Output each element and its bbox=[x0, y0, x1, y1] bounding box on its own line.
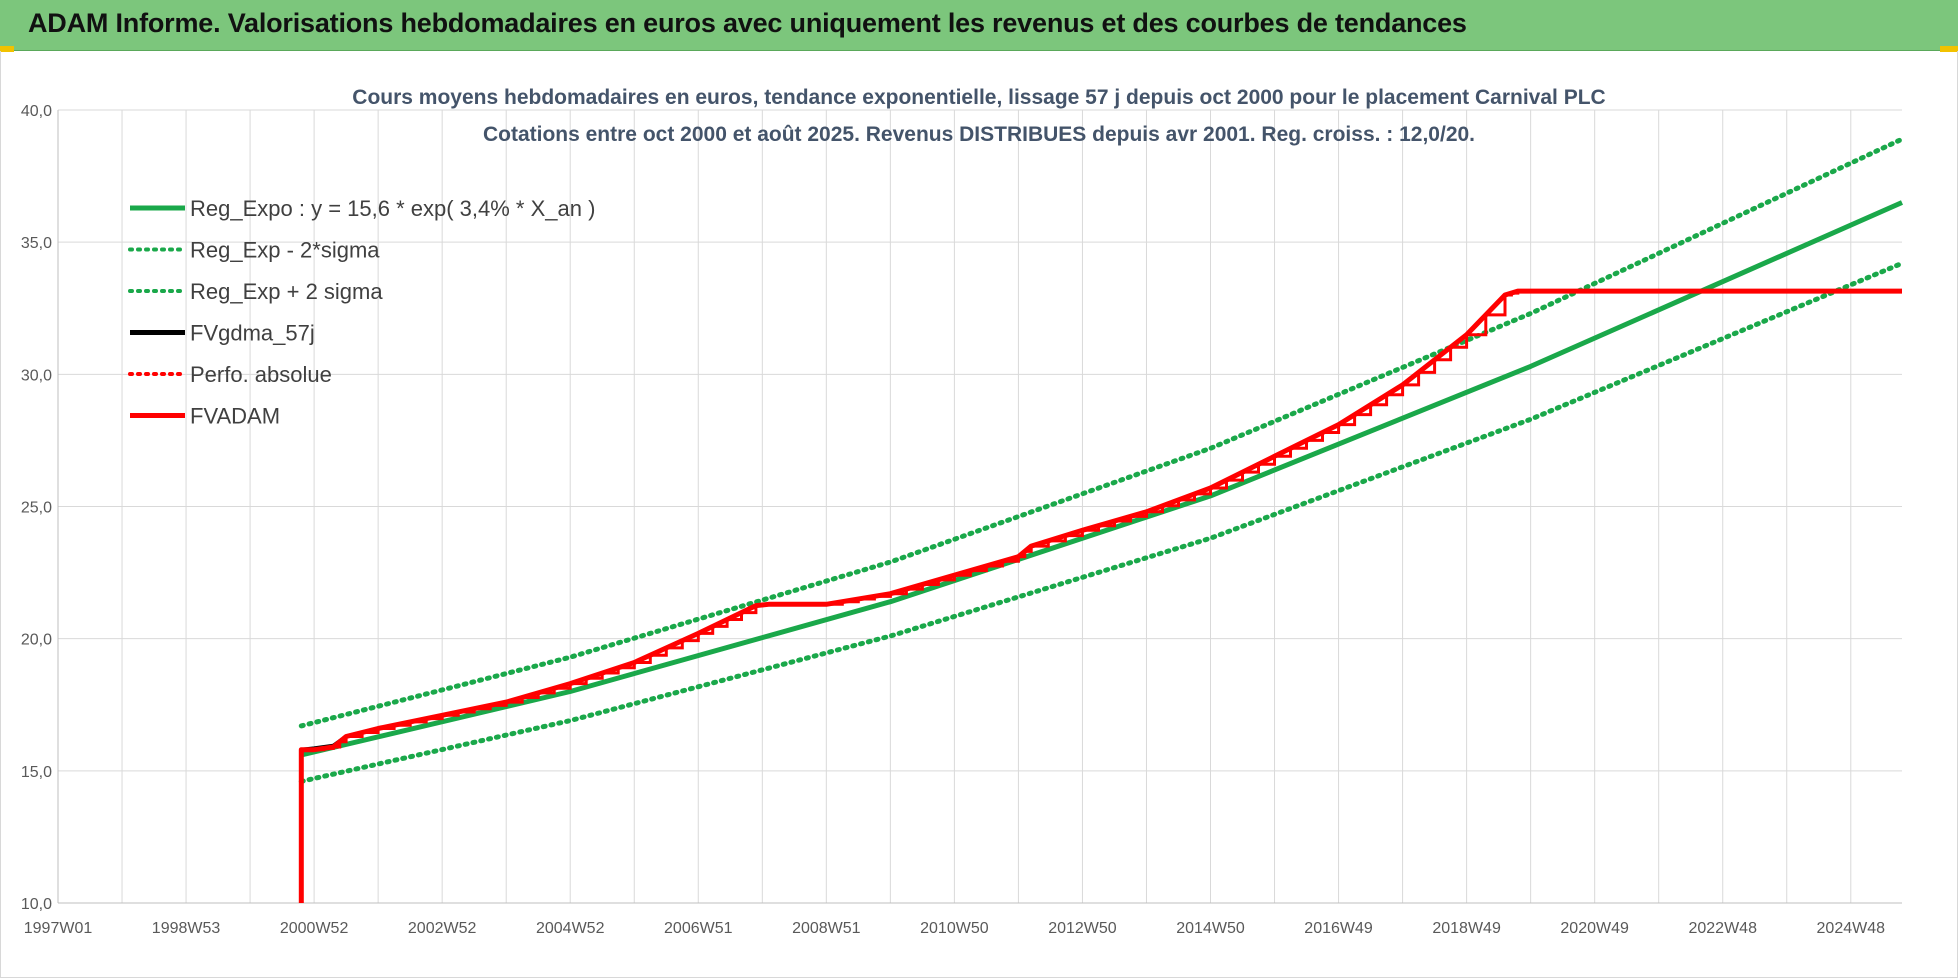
series-line-fvadam bbox=[298, 288, 1902, 903]
fvadam-step-segment bbox=[826, 593, 892, 606]
fvadam-step-segment bbox=[698, 605, 758, 635]
y-tick-label: 15,0 bbox=[21, 764, 52, 781]
chart-title-line-1: Cours moyens hebdomadaires en euros, ten… bbox=[352, 86, 1605, 109]
fvadam-step-segment bbox=[954, 556, 1020, 577]
legend-label: Reg_Exp - 2*sigma bbox=[190, 238, 380, 263]
fvadam-step-segment bbox=[1210, 456, 1276, 490]
fvadam-step-segment bbox=[1274, 424, 1341, 458]
fvadam-step-segment bbox=[1146, 488, 1212, 514]
right-corner-marker bbox=[1940, 46, 1958, 52]
x-tick-label: 2024W48 bbox=[1817, 920, 1886, 937]
x-tick-label: 1998W53 bbox=[152, 920, 221, 937]
y-tick-label: 25,0 bbox=[21, 500, 52, 517]
axes bbox=[57, 110, 1902, 904]
legend: Reg_Expo : y = 15,6 * exp( 3,4% * X_an )… bbox=[128, 196, 595, 429]
y-tick-label: 30,0 bbox=[21, 367, 52, 384]
x-tick-label: 2002W52 bbox=[408, 920, 477, 937]
x-tick-label: 2004W52 bbox=[536, 920, 605, 937]
fvadam-step-segment bbox=[755, 603, 771, 608]
fvadam-step-segment bbox=[570, 662, 636, 686]
chart-title-line-2: Cotations entre oct 2000 et août 2025. R… bbox=[483, 123, 1475, 146]
legend-label: FVADAM bbox=[190, 404, 280, 429]
x-tick-label: 2018W49 bbox=[1432, 920, 1501, 937]
fvadam-step-segment bbox=[1018, 546, 1033, 559]
y-tick-label: 35,0 bbox=[21, 235, 52, 252]
x-tick-label: 2010W50 bbox=[920, 920, 989, 937]
left-corner-marker bbox=[0, 46, 14, 52]
fvadam-step-segment bbox=[1505, 291, 1520, 297]
series-line-reg_exp bbox=[298, 260, 1905, 784]
fvadam-step-segment bbox=[1082, 511, 1148, 532]
x-tick-label: 2022W48 bbox=[1688, 920, 1757, 937]
fvadam-step-segment bbox=[506, 683, 572, 704]
x-tick-label: 2020W49 bbox=[1560, 920, 1629, 937]
legend-label: FVgdma_57j bbox=[190, 321, 315, 346]
fvadam-step-segment bbox=[378, 715, 444, 730]
y-tick-label: 10,0 bbox=[21, 896, 52, 913]
fvadam-step-segment bbox=[333, 736, 348, 749]
x-tick-label: 1997W01 bbox=[24, 920, 93, 937]
series-line-reg_expo bbox=[300, 200, 1904, 758]
legend-label: Reg_Expo : y = 15,6 * exp( 3,4% * X_an ) bbox=[190, 196, 595, 221]
legend-label: Perfo. absolue bbox=[190, 362, 332, 387]
x-tick-label: 2006W51 bbox=[664, 920, 733, 937]
fvadam-step-segment bbox=[890, 575, 956, 596]
report-title: ADAM Informe. Valorisations hebdomadaire… bbox=[28, 8, 1467, 38]
fvadam-step-segment bbox=[634, 633, 700, 664]
series-lines bbox=[298, 136, 1905, 903]
x-tick-label: 2014W50 bbox=[1176, 920, 1245, 937]
fvadam-step-segment bbox=[1402, 334, 1469, 387]
fvadam-step-segment bbox=[442, 702, 508, 717]
tick-labels: 10,0 15,0 20,0 25,0 30,0 35,0 40,0 1997W01 1998W… bbox=[21, 103, 1885, 937]
fvadam-step-segment bbox=[1031, 530, 1084, 548]
y-tick-label: 20,0 bbox=[21, 632, 52, 649]
legend-label: Reg_Exp + 2 sigma bbox=[190, 279, 383, 304]
series-line-reg_exp bbox=[298, 136, 1905, 729]
x-tick-label: 2000W52 bbox=[280, 920, 349, 937]
x-tick-label: 2016W49 bbox=[1304, 920, 1373, 937]
fvadam-step-segment bbox=[1466, 295, 1507, 337]
x-tick-label: 2008W51 bbox=[792, 920, 861, 937]
report-header-banner: ADAM Informe. Valorisations hebdomadaire… bbox=[0, 0, 1958, 51]
fvadam-step-segment bbox=[1338, 384, 1405, 427]
x-tick-label: 2012W50 bbox=[1048, 920, 1117, 937]
y-tick-label: 40,0 bbox=[21, 103, 52, 120]
grid-lines bbox=[57, 109, 1902, 904]
series-line-fvgdma_57j bbox=[301, 289, 1902, 752]
